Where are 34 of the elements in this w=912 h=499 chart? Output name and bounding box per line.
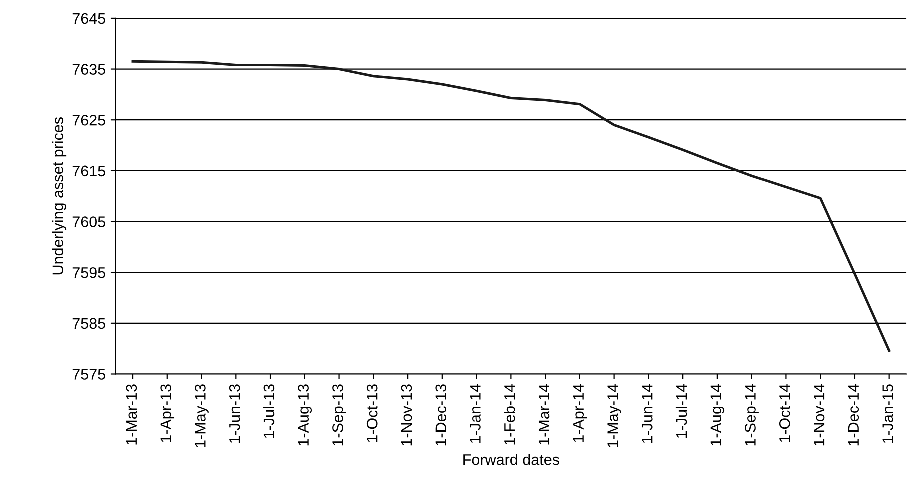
x-tick-label: 1-Oct-13 [366,384,378,442]
x-tick-label: 1-Jan-15 [882,384,894,444]
x-tick-label: 1-Jul-13 [263,384,275,438]
x-tick-label: 1-Sep-13 [332,384,346,446]
x-tick-label: 1-Oct-14 [779,384,790,442]
x-tick-label: 1-Apr-14 [573,384,588,442]
y-tick-label: 7645 [72,13,106,24]
x-tick-label: 1-Nov-13 [401,384,412,446]
x-tick-label: 1-Jan-14 [470,384,481,444]
y-tick-label: 7575 [72,369,106,380]
x-tick-label: 1-Nov-14 [814,384,825,446]
x-tick-label: 1-Sep-14 [745,384,759,446]
x-tick-label: 1-Aug-13 [298,384,312,446]
y-tick-label: 7595 [72,267,106,278]
x-tick-label: 1-Jul-14 [676,384,688,438]
x-tick-label: 1-Apr-13 [160,384,175,442]
x-axis-title: Forward dates [464,454,560,466]
x-tick-label: 1-Dec-14 [848,384,860,446]
x-tick-label: 1-May-14 [608,384,622,448]
y-tick-label: 7605 [72,216,106,228]
y-tick-label: 7585 [72,318,106,330]
x-tick-label: 1-Feb-14 [504,384,516,445]
x-tick-label: 1-Jun-13 [229,384,240,444]
x-tick-label: 1-Dec-13 [436,384,447,446]
y-tick-label: 7625 [72,114,106,126]
y-tick-label: 7615 [72,166,106,177]
x-tick-label: 1-Aug-14 [710,384,725,446]
y-tick-label: 7635 [72,64,106,75]
x-tick-label: 1-May-13 [195,384,209,448]
y-axis-title: Underlying asset prices [52,118,67,275]
x-tick-label: 1-Mar-13 [126,384,138,445]
x-tick-label: 1-Jun-14 [642,384,653,444]
line-series [132,60,891,352]
x-tick-label: 1-Mar-14 [538,384,550,445]
